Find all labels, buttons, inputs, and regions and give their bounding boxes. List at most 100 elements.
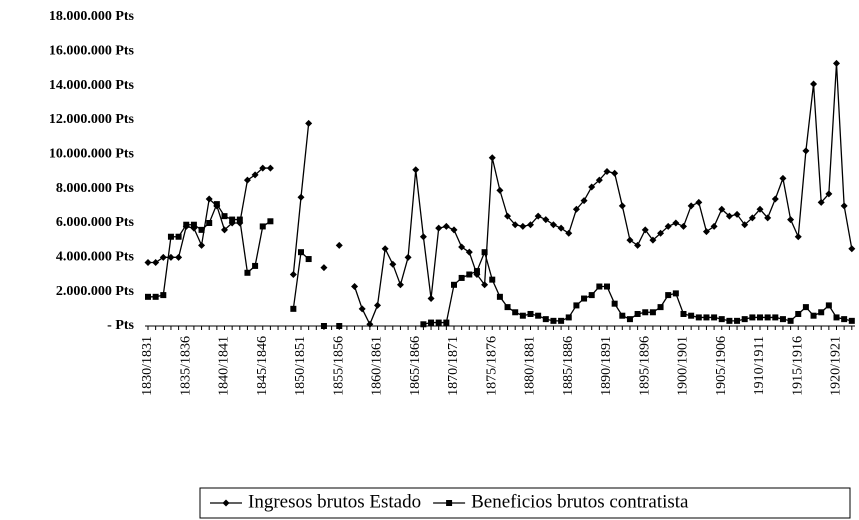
point-marker: [481, 281, 489, 289]
x-tick-label: 1920/1921: [829, 336, 844, 396]
point-marker: [825, 190, 833, 198]
point-marker: [396, 281, 404, 289]
point-marker: [764, 314, 771, 321]
point-marker: [802, 147, 810, 155]
point-marker: [511, 221, 519, 229]
point-marker: [573, 302, 580, 309]
point-marker: [557, 224, 565, 232]
point-marker: [848, 245, 856, 253]
point-marker: [190, 221, 197, 228]
point-marker: [558, 317, 565, 324]
point-marker: [206, 220, 213, 226]
point-marker: [680, 222, 687, 230]
y-tick-label: 4.000.000 Pts: [56, 250, 135, 265]
point-marker: [298, 249, 304, 256]
point-marker: [427, 295, 435, 303]
point-marker: [702, 228, 710, 236]
x-tick-label: 1890/1891: [599, 336, 614, 396]
point-marker: [626, 236, 634, 244]
point-marker: [198, 241, 206, 249]
y-tick-label: 6.000.000 Pts: [56, 215, 135, 230]
point-marker: [611, 300, 618, 307]
point-marker: [703, 314, 710, 321]
x-tick-label: 1855/1856: [331, 336, 346, 396]
point-marker: [565, 229, 573, 237]
point-marker: [243, 176, 251, 184]
point-marker: [481, 249, 488, 256]
point-marker: [266, 164, 274, 172]
point-marker: [810, 312, 817, 319]
point-marker: [428, 319, 435, 326]
point-marker: [466, 271, 473, 278]
point-marker: [680, 310, 687, 317]
point-marker: [451, 281, 457, 288]
point-marker: [794, 233, 802, 241]
point-marker: [259, 223, 266, 230]
point-marker: [795, 310, 802, 317]
point-marker: [358, 305, 366, 313]
point-marker: [412, 166, 420, 174]
point-marker: [320, 323, 327, 329]
point-marker: [404, 253, 412, 261]
point-marker: [634, 310, 641, 317]
point-marker: [198, 226, 205, 233]
point-marker: [488, 154, 496, 162]
point-marker: [458, 274, 465, 281]
point-marker: [252, 262, 259, 269]
point-marker: [687, 202, 695, 210]
point-marker: [489, 276, 496, 283]
point-marker: [175, 253, 183, 261]
y-tick-label: 8.000.000 Pts: [56, 181, 135, 196]
point-marker: [787, 216, 795, 224]
point-marker: [841, 316, 848, 323]
point-marker: [297, 193, 305, 201]
point-marker: [649, 309, 656, 316]
point-marker: [588, 183, 596, 191]
point-marker: [634, 241, 642, 249]
x-tick-label: 1900/1901: [676, 336, 691, 396]
point-marker: [435, 319, 442, 326]
point-marker: [833, 314, 840, 321]
point-marker: [688, 312, 695, 319]
point-marker: [504, 304, 511, 311]
point-marker: [144, 258, 152, 266]
point-marker: [748, 214, 756, 222]
point-marker: [549, 221, 557, 229]
point-marker: [236, 216, 243, 223]
point-marker: [840, 202, 848, 210]
point-marker: [588, 292, 595, 299]
point-marker: [779, 174, 787, 182]
point-marker: [726, 317, 733, 324]
legend-marker: [446, 500, 453, 506]
point-marker: [604, 283, 610, 290]
y-tick-label: 14.000.000 Pts: [49, 78, 135, 93]
point-marker: [802, 304, 809, 311]
point-marker: [419, 233, 427, 241]
point-marker: [787, 317, 794, 324]
point-marker: [152, 293, 159, 300]
x-tick-label: 1870/1871: [446, 336, 461, 396]
point-marker: [389, 260, 397, 268]
point-marker: [771, 195, 779, 203]
point-marker: [420, 321, 427, 328]
point-marker: [183, 221, 190, 228]
point-marker: [550, 317, 557, 324]
point-marker: [817, 198, 825, 206]
y-tick-label: 18.000.000 Pts: [49, 9, 135, 24]
y-tick-label: 16.000.000 Pts: [49, 44, 135, 59]
x-tick-label: 1895/1896: [637, 336, 652, 396]
point-marker: [718, 316, 725, 323]
point-marker: [205, 195, 213, 203]
point-marker: [336, 323, 343, 329]
point-marker: [145, 293, 151, 300]
point-marker: [159, 253, 167, 261]
point-marker: [267, 218, 274, 225]
x-tick-label: 1905/1906: [714, 336, 729, 396]
point-marker: [289, 271, 297, 278]
point-marker: [512, 309, 519, 316]
point-marker: [718, 205, 726, 213]
point-marker: [611, 169, 619, 177]
x-tick-label: 1865/1866: [408, 336, 423, 396]
point-marker: [825, 302, 832, 309]
point-marker: [175, 233, 182, 240]
